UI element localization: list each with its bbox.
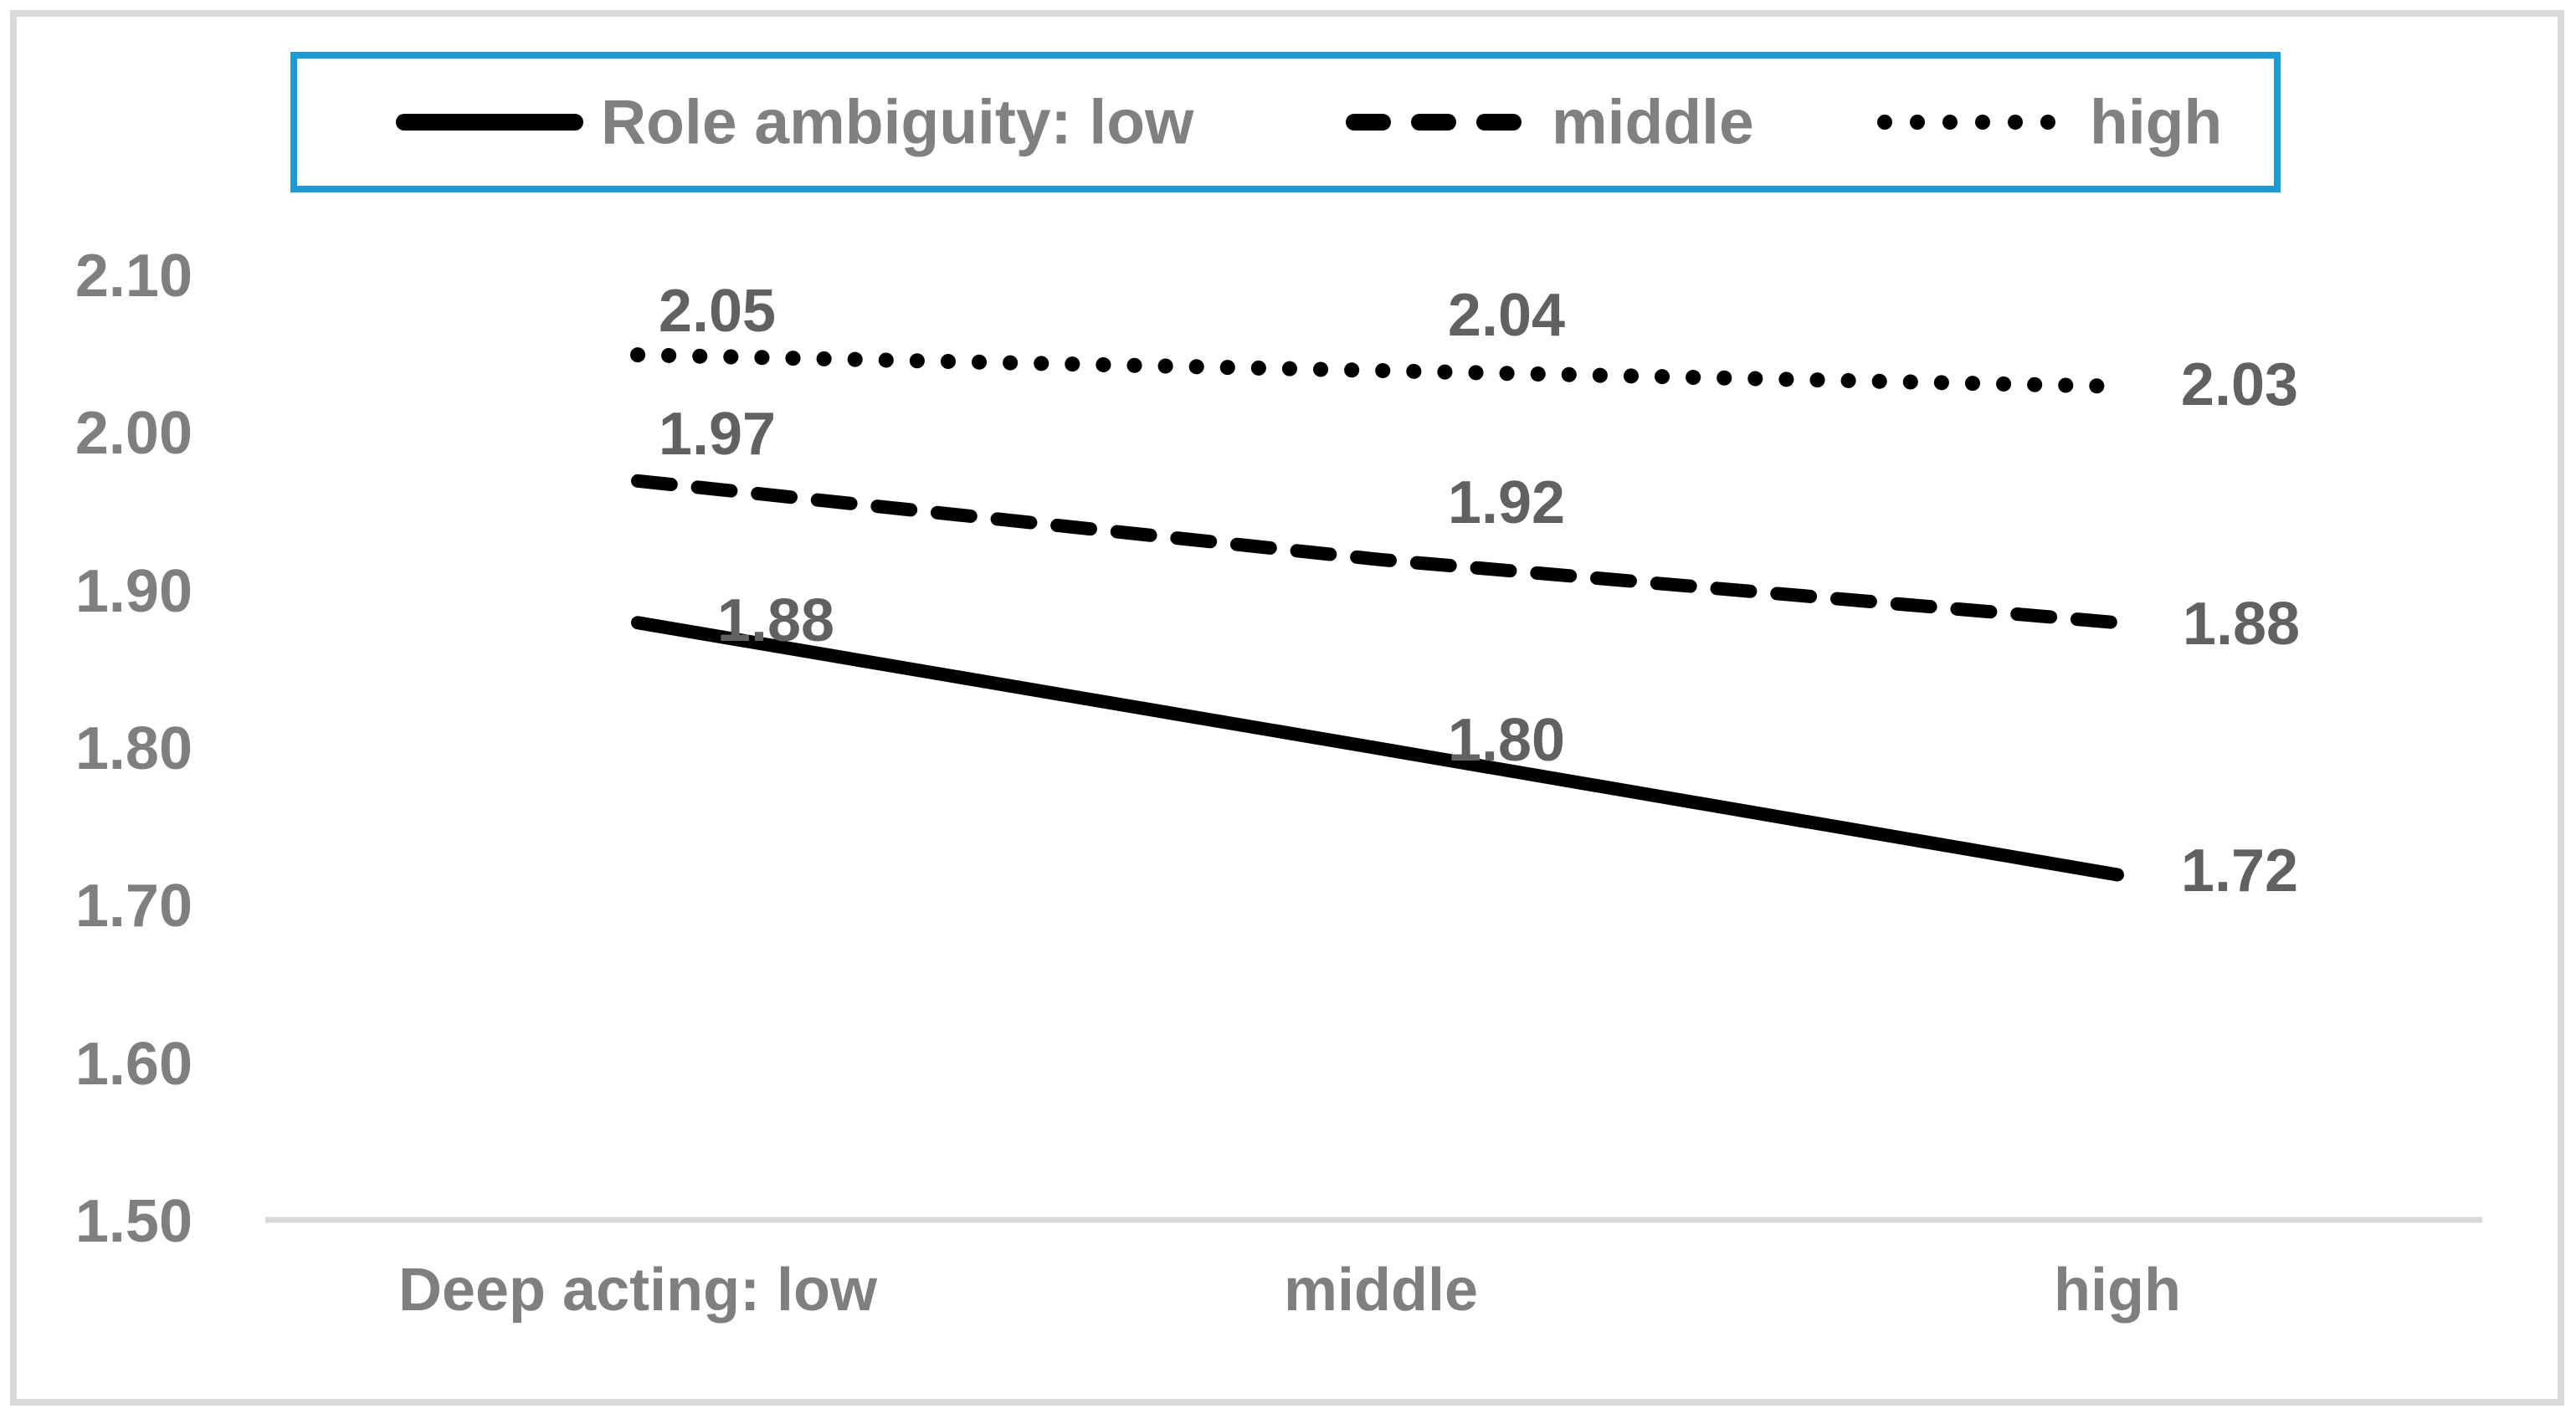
data-label: 1.88 (2182, 591, 2301, 658)
dot-segment (2040, 115, 2055, 130)
dash-segment (1346, 114, 1391, 131)
dot-segment (2008, 115, 2023, 130)
data-label: 1.92 (1447, 469, 1566, 536)
dash-segment (1411, 114, 1456, 131)
series-line-dotted (630, 347, 2125, 394)
y-tick-label: 1.50 (74, 1187, 192, 1255)
data-label: 1.72 (2180, 837, 2299, 904)
legend-line-sample-dotted (1877, 115, 2055, 130)
y-tick-label: 2.10 (74, 243, 192, 310)
x-tick-label: middle (1283, 1257, 1479, 1324)
data-label: 2.03 (2180, 351, 2299, 418)
legend-label-middle: middle (1552, 86, 1754, 157)
dot-segment (1942, 115, 1958, 130)
dash-segment (1476, 114, 1521, 131)
legend-line-sample-dashed (1346, 114, 1521, 131)
dot-segment (1877, 115, 1892, 130)
y-tick-label: 2.00 (74, 400, 192, 468)
series-line-solid (631, 616, 2124, 882)
x-tick-label: high (2054, 1257, 2181, 1324)
data-label: 2.05 (658, 278, 777, 346)
dot-segment (1975, 115, 1990, 130)
x-tick-label: Deep acting: low (398, 1257, 878, 1324)
y-tick-label: 1.70 (74, 873, 192, 940)
legend-label-high: high (2090, 86, 2223, 157)
legend-label-low: Role ambiguity: low (601, 86, 1194, 157)
dot-segment (1910, 115, 1925, 130)
data-label: 2.04 (1447, 281, 1566, 349)
data-label: 1.88 (716, 587, 835, 655)
data-label: 1.80 (1447, 706, 1566, 774)
legend-line-sample-solid (396, 114, 583, 131)
legend: Role ambiguity: low middle high (290, 52, 2281, 192)
y-tick-label: 1.60 (74, 1030, 192, 1098)
series-line-dashed (631, 474, 2124, 630)
data-label: 1.97 (658, 400, 777, 468)
y-tick-label: 1.80 (74, 715, 192, 782)
y-tick-label: 1.90 (74, 557, 192, 625)
